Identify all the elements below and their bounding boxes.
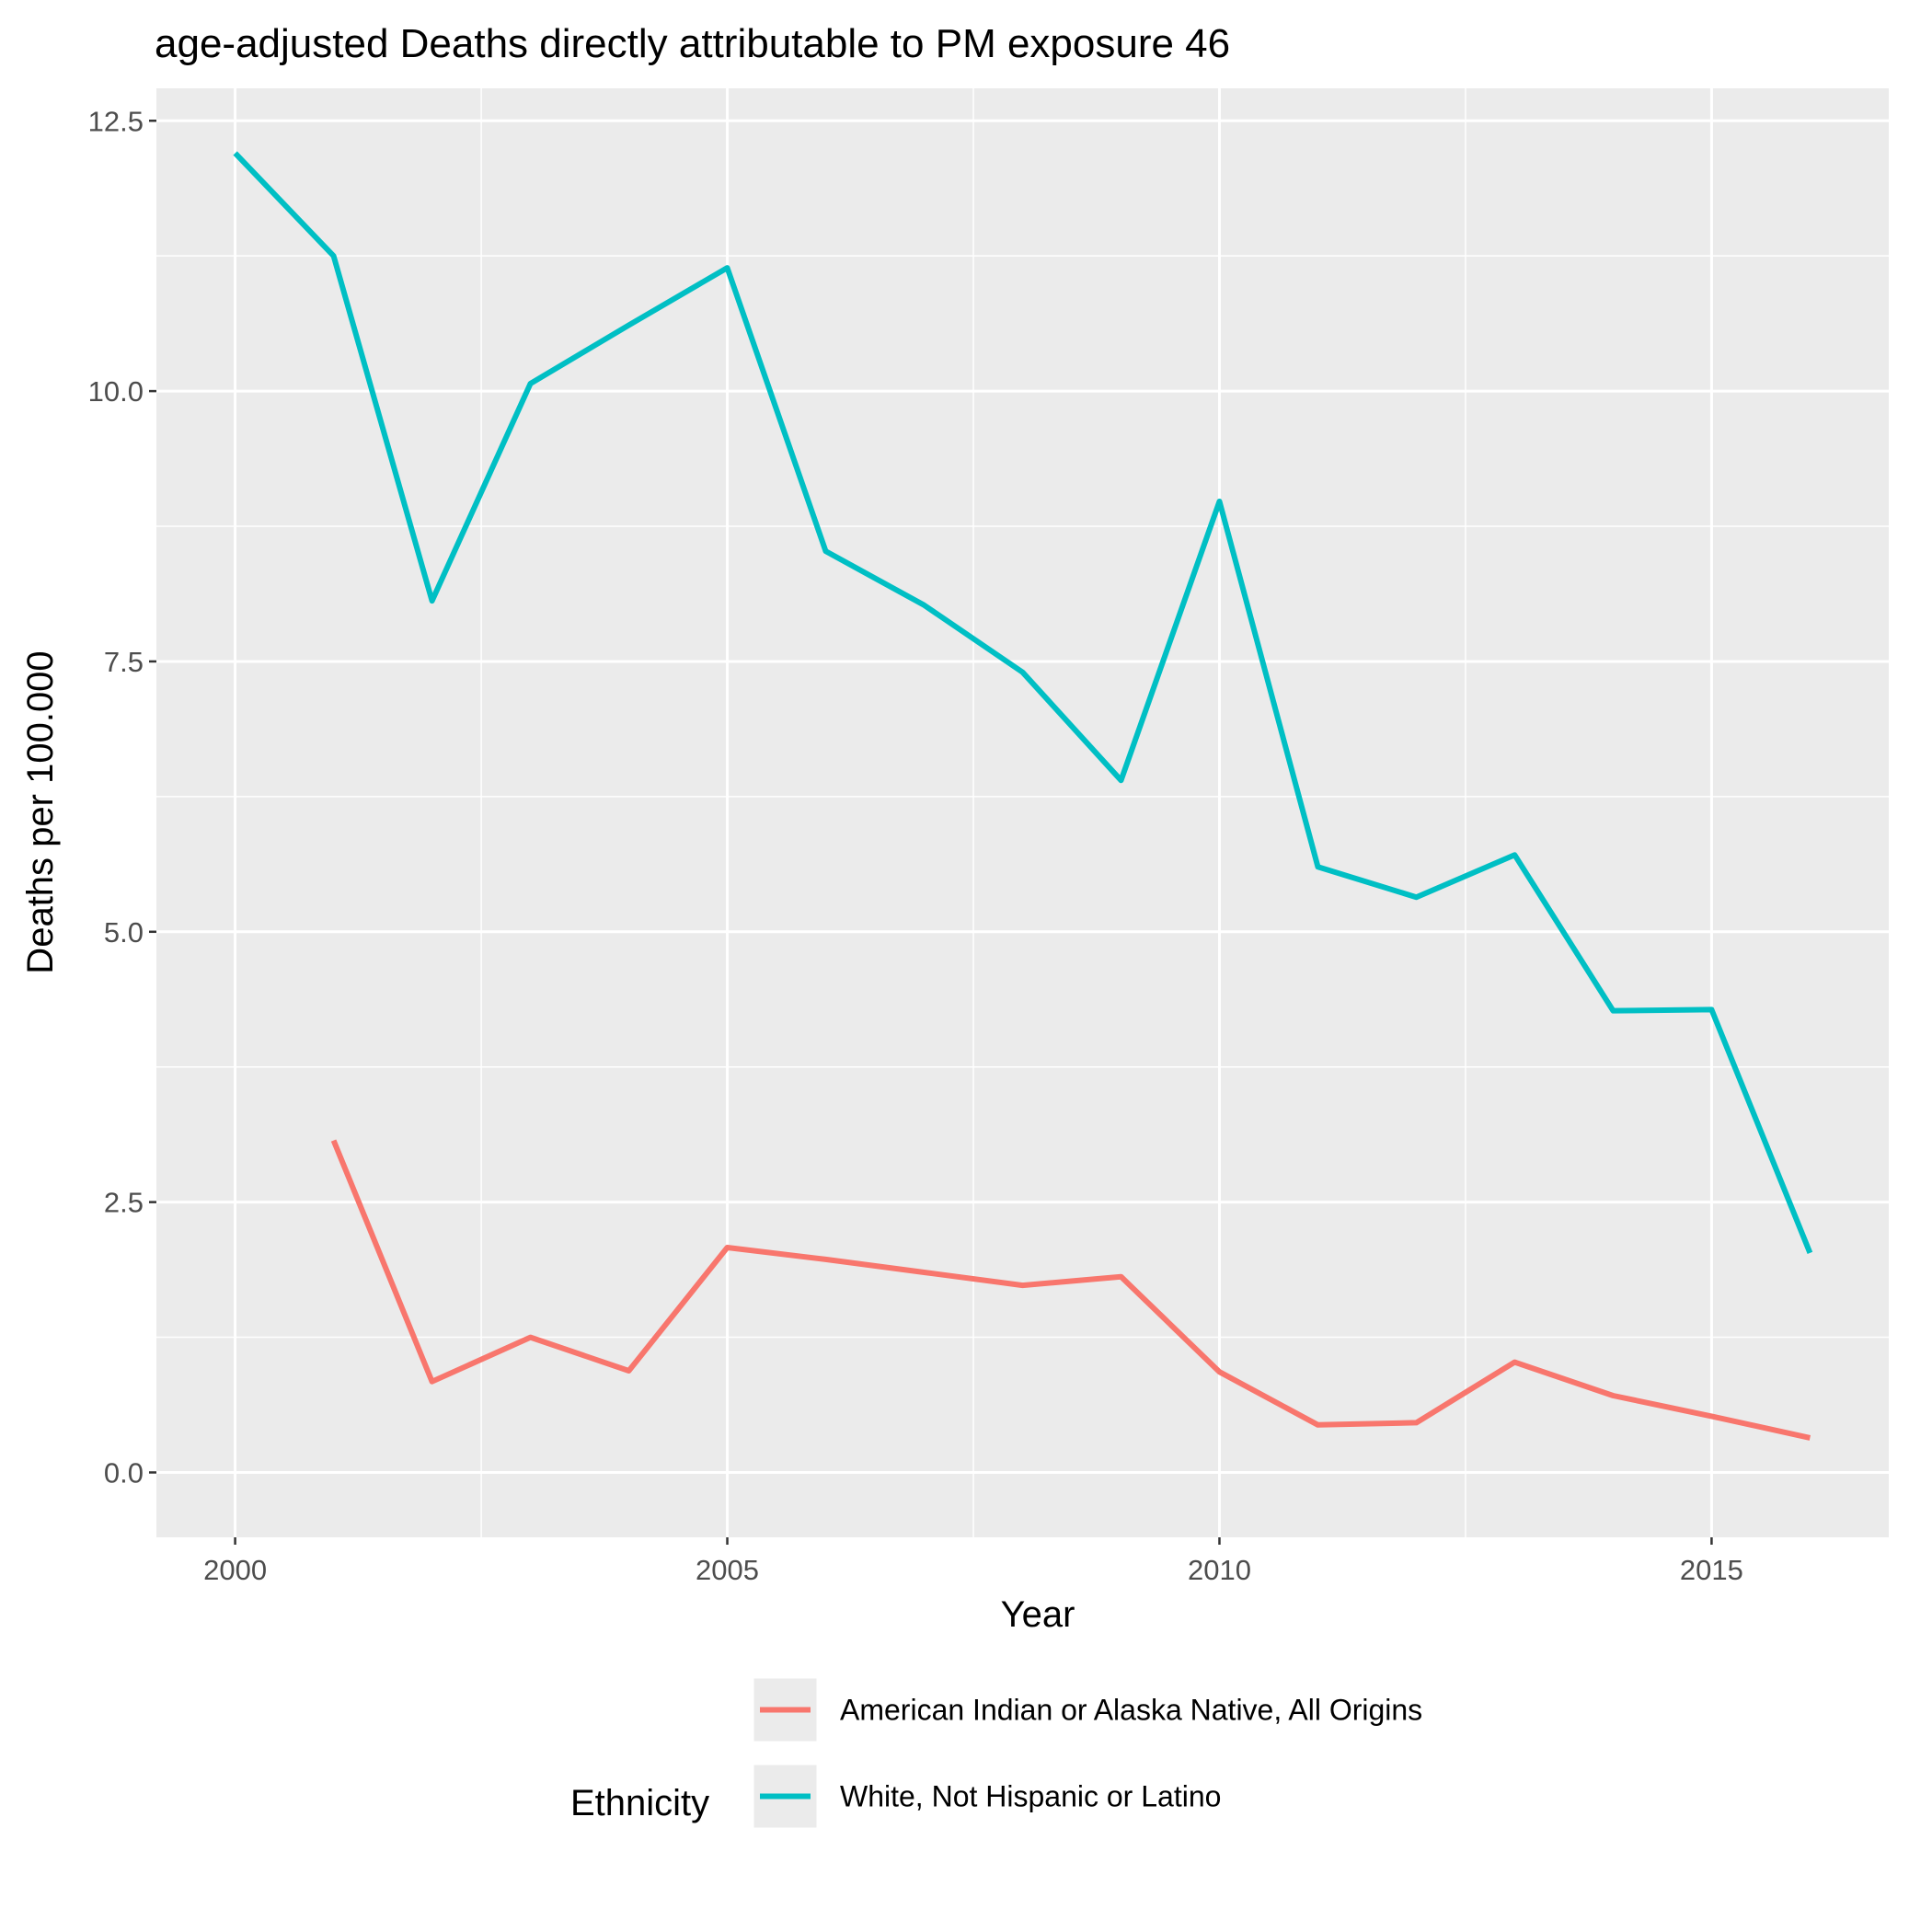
y-tick-label: 0.0 [104, 1456, 144, 1489]
chart-title: age-adjusted Deaths directly attributabl… [155, 21, 1230, 66]
legend-title: Ethnicity [570, 1783, 709, 1823]
series-line-2 [233, 151, 1813, 1255]
y-tick-label: 5.0 [104, 916, 144, 949]
x-axis: 2000 2005 2010 2015 [203, 1537, 1743, 1586]
legend-entry-label: White, Not Hispanic or Latino [840, 1780, 1221, 1813]
x-tick-label: 2000 [203, 1554, 267, 1586]
grid-minor [156, 88, 1889, 1537]
y-tick-label: 2.5 [104, 1187, 144, 1219]
y-tick-label: 7.5 [104, 646, 144, 678]
legend-keys: American Indian or Alaska Native, All Or… [751, 1675, 1422, 1831]
x-tick-label: 2005 [696, 1554, 759, 1586]
y-axis: 0.0 2.5 5.0 7.5 10.0 12.5 [88, 105, 156, 1489]
legend: Ethnicity American Indian or Alaska Nati… [570, 1675, 1422, 1831]
y-tick-label: 10.0 [88, 375, 144, 408]
series-line-1 [330, 1139, 1811, 1441]
y-tick-label: 12.5 [88, 105, 144, 137]
x-tick-label: 2015 [1680, 1554, 1743, 1586]
x-tick-label: 2010 [1188, 1554, 1251, 1586]
y-axis-title: Deaths per 100.000 [20, 650, 61, 973]
grid-major [156, 88, 1889, 1537]
plot-panel [156, 88, 1889, 1537]
x-axis-title: Year [1001, 1594, 1075, 1635]
series-layer [233, 151, 1813, 1441]
legend-entry-label: American Indian or Alaska Native, All Or… [840, 1694, 1422, 1727]
